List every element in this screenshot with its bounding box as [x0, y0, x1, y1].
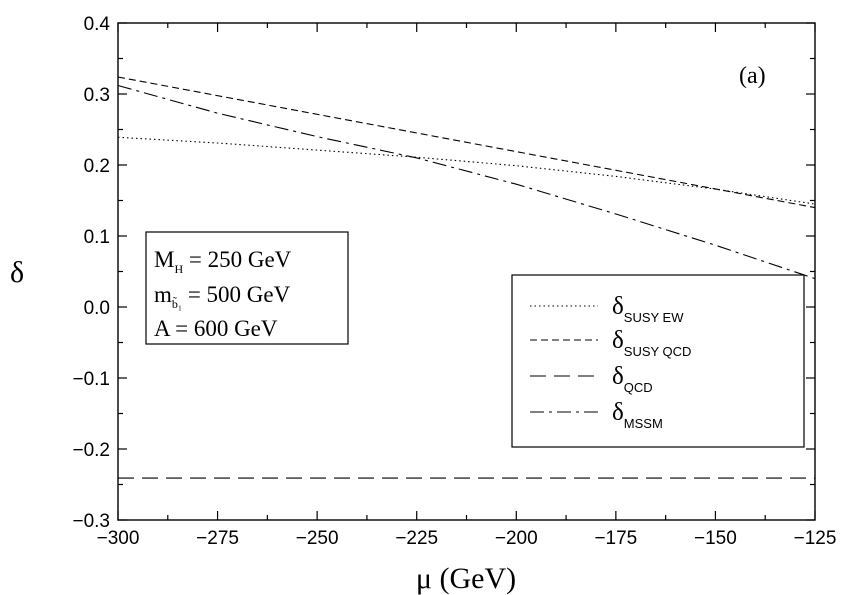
legend-label-3: δQCD — [612, 363, 653, 395]
legend-symbol: δ — [612, 363, 624, 390]
parameter-line: A = 600 GeV — [154, 316, 278, 341]
x-tick-label: −225 — [395, 528, 438, 549]
parameter-box — [145, 231, 349, 345]
parameter-line: MH = 250 GeV — [154, 247, 292, 276]
legend-subscript: SUSY QCD — [624, 344, 692, 359]
parameter-symbol: m — [154, 282, 172, 307]
parameter-subscript: b̃₁ — [172, 296, 182, 311]
x-tick-label: −125 — [794, 528, 837, 549]
parameter-value: = 500 GeV — [182, 282, 291, 307]
legend-subscript: MSSM — [624, 416, 663, 431]
x-tick-label: −175 — [594, 528, 637, 549]
legend-subscript: QCD — [624, 380, 653, 395]
x-tick-label: −275 — [196, 528, 239, 549]
x-axis-title: μ (GeV) — [416, 562, 516, 595]
y-tick-label: −0.1 — [72, 369, 110, 390]
x-tick-label: −300 — [97, 528, 140, 549]
x-tick-label: −150 — [694, 528, 737, 549]
legend-symbol: δ — [612, 293, 624, 320]
ticks-layer: −300 −275 −250 −225 −200 −175 −150 −125 −0.3 −0.2… — [72, 14, 836, 549]
y-tick-label: 0.0 — [84, 298, 110, 319]
x-tick-label: −250 — [296, 528, 339, 549]
y-tick-label: −0.3 — [72, 511, 110, 532]
y-tick-label: 0.1 — [84, 227, 110, 248]
panel-label: (a) — [739, 63, 766, 89]
parameter-symbol: M — [154, 247, 174, 272]
series-line-2 — [117, 76, 816, 209]
parameter-list: MH = 250 GeV mb̃₁ = 500 GeV A = 600 GeV — [154, 247, 292, 341]
series-line-4 — [117, 84, 816, 280]
parameter-subscript: H — [174, 262, 183, 276]
y-axis-title: δ — [10, 256, 24, 289]
legend-symbol: δ — [612, 327, 624, 354]
y-tick-label: 0.4 — [84, 14, 111, 35]
y-tick-label: −0.2 — [72, 440, 110, 461]
y-tick-label: 0.2 — [84, 156, 110, 177]
parameter-symbol: A — [154, 316, 171, 341]
legend-label-2: δSUSY QCD — [612, 327, 691, 359]
x-tick-label: −200 — [495, 528, 538, 549]
y-tick-label: 0.3 — [84, 85, 110, 106]
legend-subscript: SUSY EW — [624, 310, 684, 325]
parameter-value: = 600 GeV — [169, 316, 278, 341]
parameter-value: = 250 GeV — [183, 247, 292, 272]
legend-label-4: δMSSM — [612, 399, 663, 431]
legend-box — [511, 274, 805, 448]
parameter-line: mb̃₁ = 500 GeV — [154, 282, 291, 311]
legend-symbol: δ — [612, 399, 624, 426]
legend-label-1: δSUSY EW — [612, 293, 684, 325]
series-layer — [117, 76, 816, 479]
